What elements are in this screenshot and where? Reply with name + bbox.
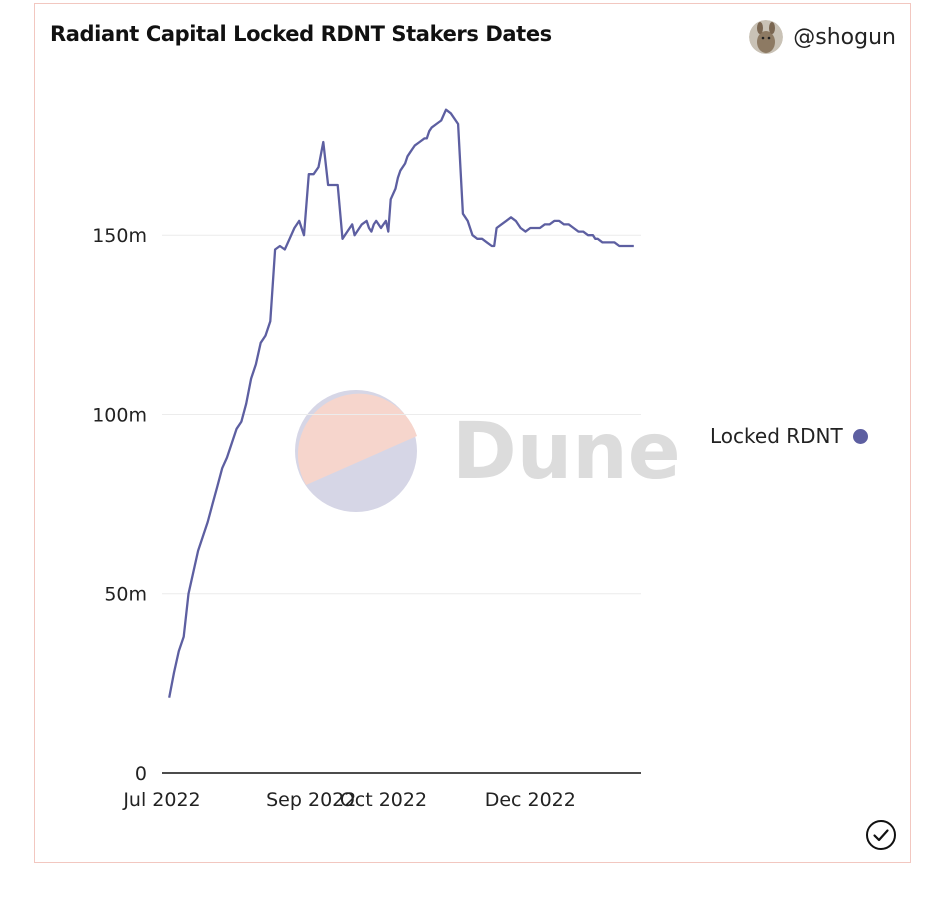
y-tick-label: 100m (92, 404, 147, 426)
kangaroo-avatar-icon (749, 20, 784, 54)
y-axis-ticks: 0 50m 100m 150m (92, 225, 147, 785)
x-tick-label: Sep 2022 (266, 789, 356, 811)
y-tick-label: 50m (104, 584, 147, 606)
legend-dot-icon (852, 428, 868, 444)
watermark-logo-top (297, 393, 417, 485)
author-badge[interactable]: @shogun (749, 20, 896, 54)
x-tick-label: Dec 2022 (485, 789, 576, 811)
y-tick-label: 0 (135, 763, 147, 785)
check-circle-icon[interactable] (864, 818, 898, 852)
dune-watermark: Dune (295, 390, 681, 512)
chart-gridlines (162, 234, 641, 595)
y-tick-label: 150m (92, 225, 147, 247)
chart-title: Radiant Capital Locked RDNT Stakers Date… (50, 22, 552, 46)
series-line-locked-rdnt (168, 108, 634, 698)
x-tick-label: Jul 2022 (122, 789, 200, 811)
chart-card: Radiant Capital Locked RDNT Stakers Date… (34, 3, 911, 863)
legend-label: Locked RDNT (710, 424, 843, 448)
chart-legend: Locked RDNT (710, 424, 868, 448)
author-name[interactable]: @shogun (793, 24, 896, 50)
watermark-text: Dune (452, 407, 681, 497)
x-tick-label: Oct 2022 (340, 789, 427, 811)
